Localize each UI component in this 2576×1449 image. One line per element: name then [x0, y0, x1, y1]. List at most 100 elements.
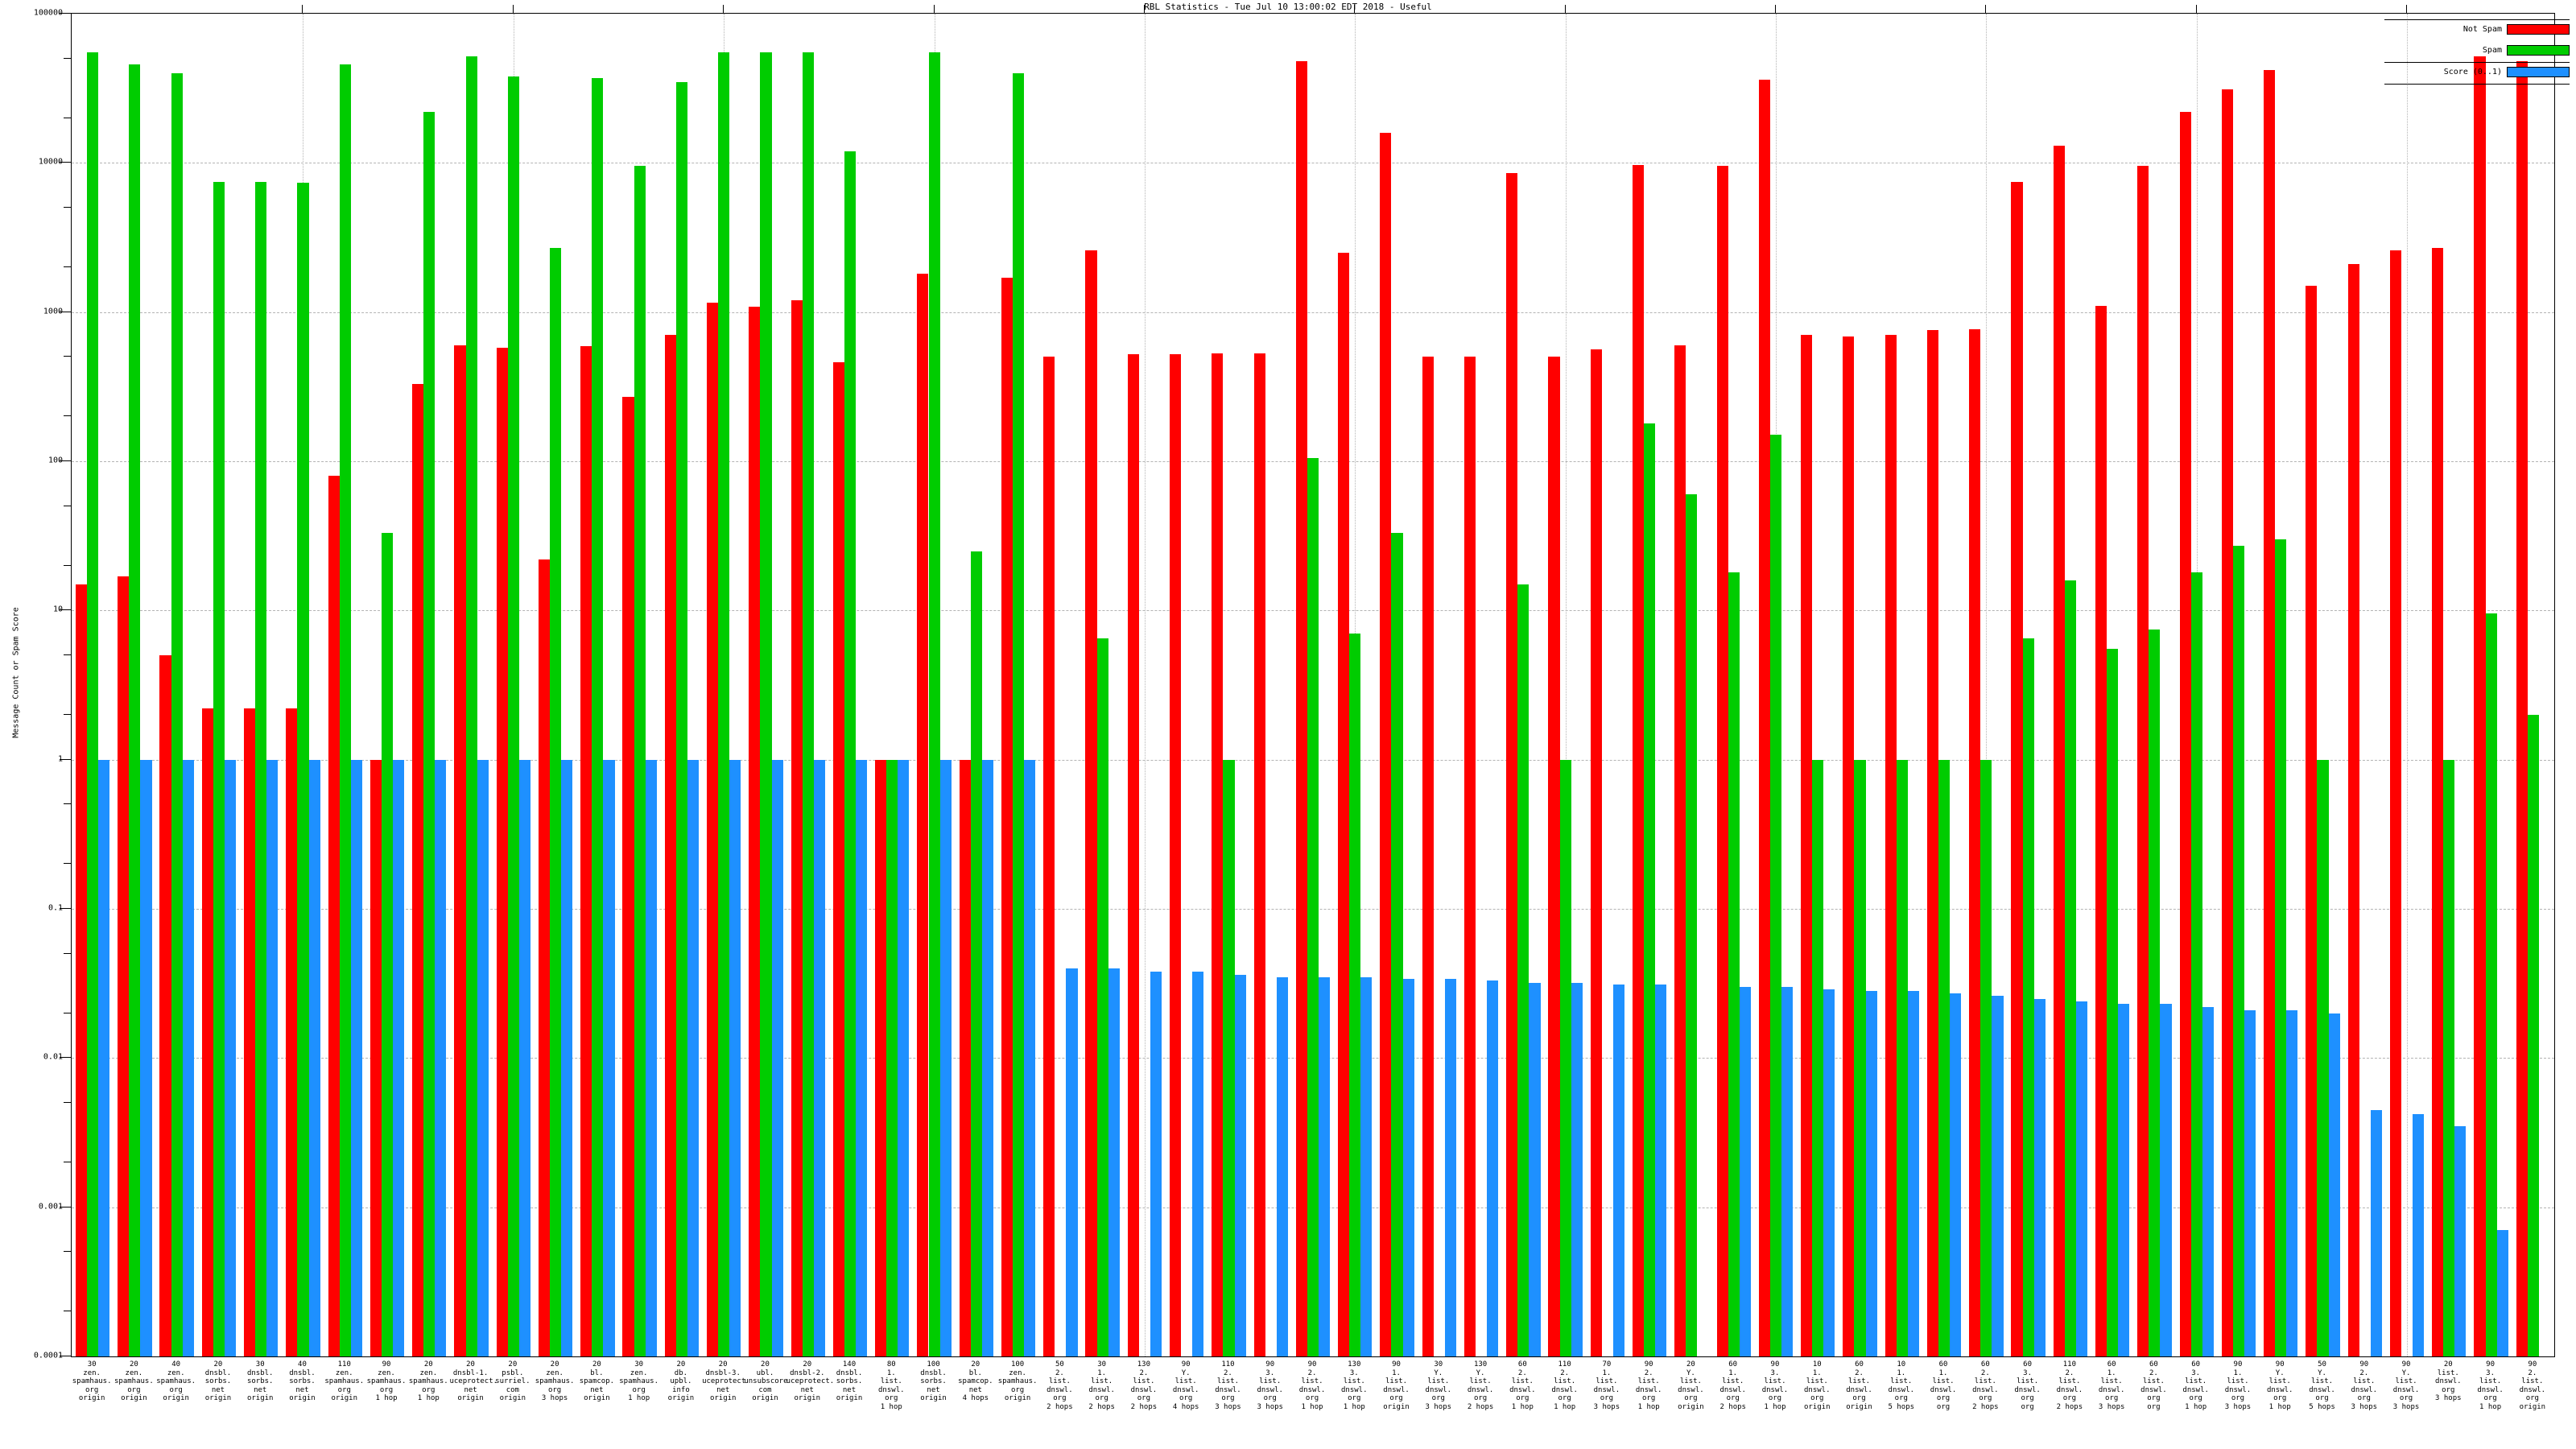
bar-group	[2301, 14, 2343, 1356]
bar-spam	[928, 52, 940, 1356]
bar-score	[1402, 978, 1414, 1356]
x-tick-label-line: net	[254, 1385, 267, 1394]
x-tick-label-line: 20	[2443, 1360, 2453, 1368]
bar-spam	[2064, 580, 2076, 1356]
x-tick-label-line: dnswl.	[1635, 1385, 1662, 1394]
x-tick-label-line: 3.	[2191, 1368, 2201, 1377]
x-tick-label: 20 list. dnswl. org 3 hops	[2427, 1360, 2469, 1403]
x-tick-label-line: dnsbl.	[204, 1368, 232, 1377]
y-tick-label: 0.0001	[33, 1351, 63, 1360]
x-tick-label-line: 110	[2062, 1360, 2076, 1368]
bar-not-spam	[412, 383, 424, 1356]
bar-group	[1460, 14, 1502, 1356]
bar-not-spam	[707, 303, 719, 1356]
bar-not-spam	[2264, 69, 2276, 1356]
x-tick-label-line: list.	[1469, 1377, 1492, 1385]
bar-group	[240, 14, 282, 1356]
x-tick-label: 90 2. list. dnswl. org origin	[2512, 1360, 2553, 1411]
bar-score	[1150, 971, 1162, 1356]
x-tick-label: 60 2. list. dnswl. org 2 hops	[1964, 1360, 2006, 1411]
x-tick-label-line: org	[632, 1385, 646, 1394]
bar-not-spam	[1632, 164, 1645, 1356]
x-tick-label: 60 1. list. dnswl. org 2 hops	[1712, 1360, 1754, 1411]
bar-spam	[87, 52, 99, 1356]
x-tick-label-line: 3 hops	[1257, 1402, 1283, 1411]
bar-score	[435, 759, 447, 1356]
x-tick-label-line: net	[211, 1385, 225, 1394]
legend-label-spam: Spam	[2482, 45, 2502, 55]
x-tick-label-line: dnswl.	[1298, 1385, 1326, 1394]
x-tick-label-line: dnswl.	[1509, 1385, 1536, 1394]
bar-score	[1655, 985, 1667, 1356]
bar-score	[1276, 976, 1288, 1356]
x-tick-label-line: 90	[1307, 1360, 1317, 1368]
bar-group	[2007, 14, 2049, 1356]
bar-not-spam	[2432, 247, 2444, 1356]
x-tick-label-line: 1 hop	[2479, 1402, 2502, 1411]
bar-spam	[1896, 759, 1908, 1356]
bar-group	[576, 14, 618, 1356]
bar-group	[2470, 14, 2512, 1356]
y-tick-major	[60, 13, 71, 14]
bar-group	[535, 14, 576, 1356]
bar-spam	[844, 151, 857, 1356]
x-tick-label: 60 2. list. dnswl. org org	[2132, 1360, 2174, 1411]
bar-spam	[1517, 584, 1530, 1356]
x-tick-label-line: origin	[246, 1394, 274, 1402]
x-tick-label-line: uceprotect.	[786, 1377, 835, 1385]
x-tick-label-line: org	[127, 1385, 141, 1394]
gridline-horizontal	[72, 312, 2554, 313]
x-tick-label-line: 2.	[1560, 1368, 1570, 1377]
y-tick-label: 1000	[43, 307, 63, 316]
bar-score	[687, 759, 700, 1356]
x-tick-label-line: sorbs.	[204, 1377, 232, 1385]
x-tick-label-line: org	[1053, 1394, 1067, 1402]
x-tick-label-line: net	[464, 1385, 477, 1394]
x-tick-label-line: 4 hops	[962, 1394, 989, 1402]
x-tick-label: 90 Y. list. dnswl. org 1 hop	[2259, 1360, 2301, 1411]
bar-group	[1755, 14, 1797, 1356]
x-tick-label-line: 90	[2528, 1360, 2537, 1368]
x-tick-label-line: Y.	[2401, 1368, 2411, 1377]
bar-group	[1587, 14, 1629, 1356]
y-tick-major	[60, 1057, 71, 1059]
x-tick-label-line: org	[1684, 1394, 1698, 1402]
x-axis-top-ticks	[71, 5, 2555, 14]
x-tick-label-line: 1.	[1392, 1368, 1401, 1377]
x-tick-label-line: 3 hops	[2435, 1394, 2462, 1402]
x-tick-label-line: 2.	[1055, 1368, 1064, 1377]
x-tick-label-line: 20	[423, 1360, 433, 1368]
x-tick-label-line: 2.	[2528, 1368, 2537, 1377]
x-tick-top	[302, 5, 303, 14]
x-tick-top	[512, 5, 514, 14]
x-tick-label-line: org	[1558, 1394, 1571, 1402]
x-tick-label-line: list.	[1679, 1377, 1702, 1385]
x-tick-label: 90 zen. spamhaus. org 1 hop	[365, 1360, 407, 1403]
x-tick-label-line: org	[2021, 1402, 2034, 1411]
bar-score	[98, 759, 110, 1356]
x-tick-label-line: org	[1726, 1394, 1740, 1402]
x-tick-label-line: dnswl.	[2477, 1385, 2504, 1394]
x-tick-label-line: uceprotect	[702, 1377, 746, 1385]
x-tick-label-line: 20	[466, 1360, 475, 1368]
x-tick-top	[1143, 5, 1145, 14]
bar-not-spam	[749, 307, 761, 1356]
x-tick-top	[2195, 5, 2197, 14]
y-tick-label: 100	[47, 456, 63, 465]
x-tick-label: 40 dnsbl. sorbs. net origin	[281, 1360, 323, 1403]
bar-not-spam	[201, 708, 213, 1356]
bar-spam	[802, 52, 814, 1356]
x-tick-label-line: uceprotect.	[449, 1377, 498, 1385]
y-tick-label: 0.001	[38, 1202, 63, 1212]
bar-score	[1823, 989, 1835, 1356]
x-tick-label-line: 110	[337, 1360, 351, 1368]
x-tick-label-line: upbl.	[670, 1377, 692, 1385]
bar-spam	[1644, 423, 1656, 1356]
bar-not-spam	[1463, 357, 1476, 1356]
x-tick-label-line: origin	[1678, 1402, 1704, 1411]
bar-spam	[2190, 572, 2202, 1356]
x-tick-label-line: org	[2399, 1394, 2413, 1402]
x-tick-label-line: 50	[1055, 1360, 1064, 1368]
bar-not-spam	[454, 345, 466, 1356]
x-tick-label-line: 10	[1897, 1360, 1906, 1368]
